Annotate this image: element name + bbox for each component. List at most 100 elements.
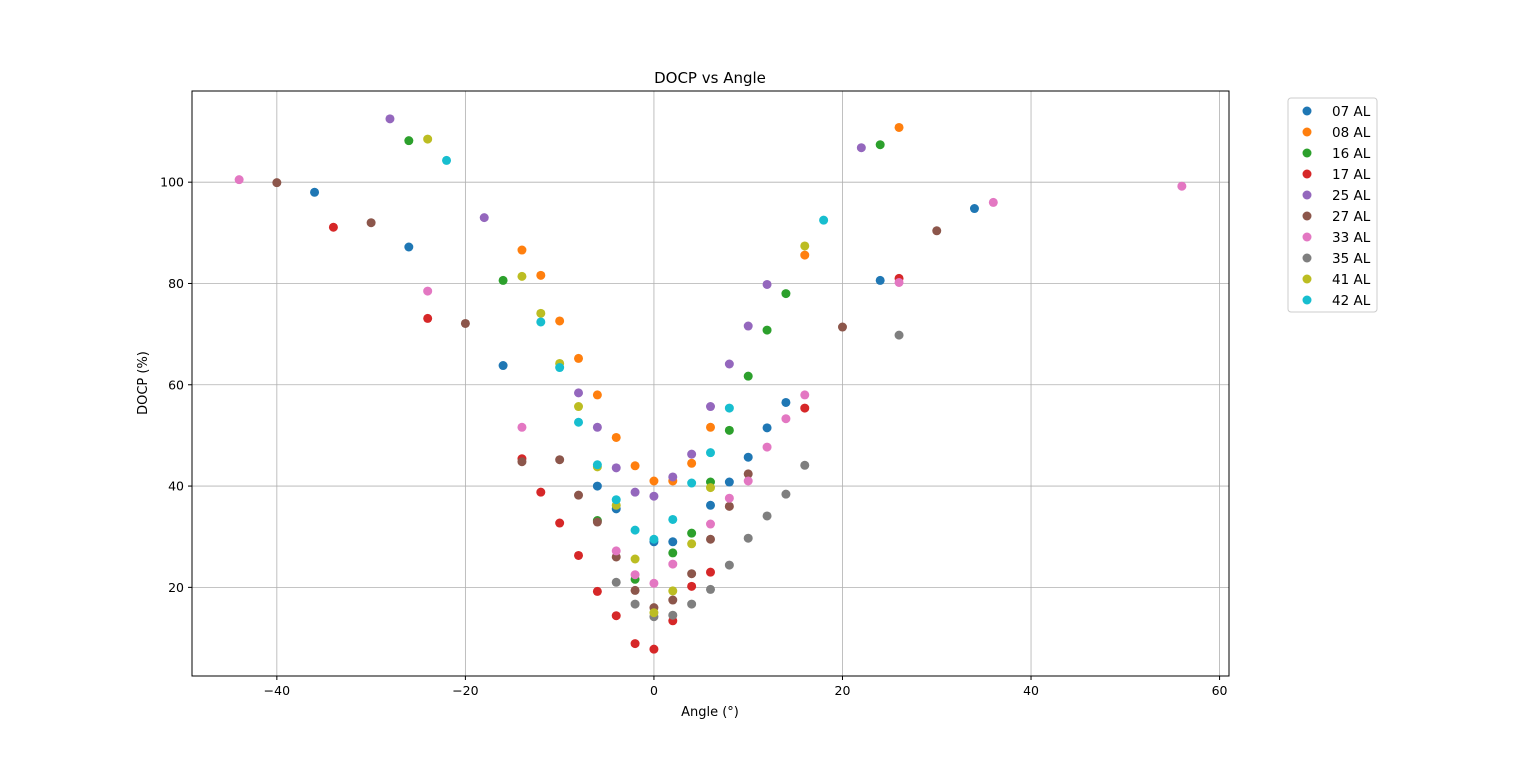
- data-point: [630, 599, 640, 609]
- data-point: [781, 397, 791, 407]
- data-point: [574, 388, 584, 398]
- data-point: [649, 491, 659, 501]
- data-point: [781, 489, 791, 499]
- data-point: [800, 460, 810, 470]
- data-point: [536, 317, 546, 327]
- data-point: [668, 595, 678, 605]
- data-point: [574, 417, 584, 427]
- data-point: [234, 175, 244, 185]
- data-point: [668, 559, 678, 569]
- data-point: [687, 599, 697, 609]
- data-point: [423, 134, 433, 144]
- data-point: [649, 578, 659, 588]
- data-point: [706, 422, 715, 432]
- data-point: [404, 242, 414, 252]
- y-tick-label: 60: [168, 377, 184, 392]
- data-point: [988, 197, 998, 207]
- x-tick-label: −40: [264, 683, 290, 698]
- data-point: [687, 528, 697, 538]
- data-point: [724, 359, 734, 369]
- legend-marker: [1302, 274, 1312, 284]
- data-point: [555, 363, 565, 373]
- data-point: [724, 493, 734, 503]
- x-axis-title: Angle (°): [681, 705, 739, 720]
- data-point: [611, 546, 621, 556]
- data-point: [630, 554, 640, 564]
- data-point: [762, 423, 772, 433]
- data-point: [687, 539, 697, 549]
- legend-label: 33 AL: [1332, 230, 1371, 246]
- data-point: [574, 550, 584, 560]
- data-point: [668, 514, 678, 524]
- data-point: [743, 476, 753, 486]
- data-point: [687, 569, 697, 579]
- data-point: [687, 478, 697, 488]
- data-point: [668, 548, 678, 558]
- data-point: [555, 518, 565, 528]
- data-point: [592, 481, 602, 491]
- data-point: [649, 534, 659, 544]
- data-point: [479, 213, 489, 223]
- data-point: [423, 286, 433, 296]
- data-point: [819, 215, 829, 225]
- data-point: [611, 577, 621, 587]
- data-point: [649, 476, 659, 486]
- y-tick-label: 40: [168, 479, 184, 494]
- data-point: [875, 275, 885, 285]
- data-point: [687, 449, 697, 459]
- data-point: [706, 584, 715, 594]
- legend-marker: [1302, 190, 1312, 200]
- legend: 07 AL 08 AL 16 AL 17 AL 25 AL 27 AL 33 AL 35 AL…: [1287, 97, 1378, 313]
- data-point: [837, 322, 847, 332]
- data-point: [630, 570, 640, 580]
- data-point: [630, 525, 640, 535]
- data-point: [442, 155, 452, 165]
- data-point: [743, 533, 753, 543]
- data-point: [423, 313, 433, 323]
- data-point: [517, 457, 527, 467]
- data-points: [234, 114, 1187, 654]
- data-point: [328, 222, 338, 232]
- data-point: [932, 226, 942, 236]
- data-point: [404, 136, 414, 146]
- data-point: [536, 270, 546, 280]
- legend-marker: [1302, 106, 1312, 116]
- data-point: [894, 122, 904, 132]
- data-point: [743, 469, 753, 479]
- grid-lines: [192, 91, 1229, 676]
- data-point: [611, 611, 621, 621]
- data-point: [743, 321, 753, 331]
- data-point: [762, 511, 772, 521]
- data-point: [668, 472, 678, 482]
- x-tick-label: 40: [1023, 683, 1039, 698]
- legend-marker: [1302, 253, 1312, 263]
- data-point: [724, 425, 734, 435]
- legend-marker: [1302, 295, 1312, 305]
- legend-label: 07 AL: [1332, 104, 1371, 120]
- legend-label: 35 AL: [1332, 251, 1371, 267]
- data-point: [611, 495, 621, 505]
- legend-label: 17 AL: [1332, 167, 1371, 183]
- data-point: [498, 275, 508, 285]
- plot-area-frame: [191, 90, 1230, 677]
- data-point: [592, 390, 602, 400]
- data-point: [517, 422, 527, 432]
- axis-ticks: −40 −20 0 20 40 60 20 40 60 80 100: [160, 175, 1227, 698]
- legend-label: 16 AL: [1332, 146, 1371, 162]
- data-point: [517, 271, 527, 281]
- data-point: [555, 316, 565, 326]
- legend-label: 41 AL: [1332, 272, 1371, 288]
- data-point: [800, 250, 810, 260]
- chart-title: DOCP vs Angle: [654, 69, 766, 87]
- data-point: [762, 279, 772, 289]
- legend-marker: [1302, 211, 1312, 221]
- legend-label: 42 AL: [1332, 293, 1371, 309]
- data-point: [574, 353, 584, 363]
- data-point: [969, 204, 979, 214]
- data-point: [800, 241, 810, 251]
- data-point: [706, 402, 715, 412]
- data-point: [687, 458, 697, 468]
- data-point: [724, 560, 734, 570]
- data-point: [743, 452, 753, 462]
